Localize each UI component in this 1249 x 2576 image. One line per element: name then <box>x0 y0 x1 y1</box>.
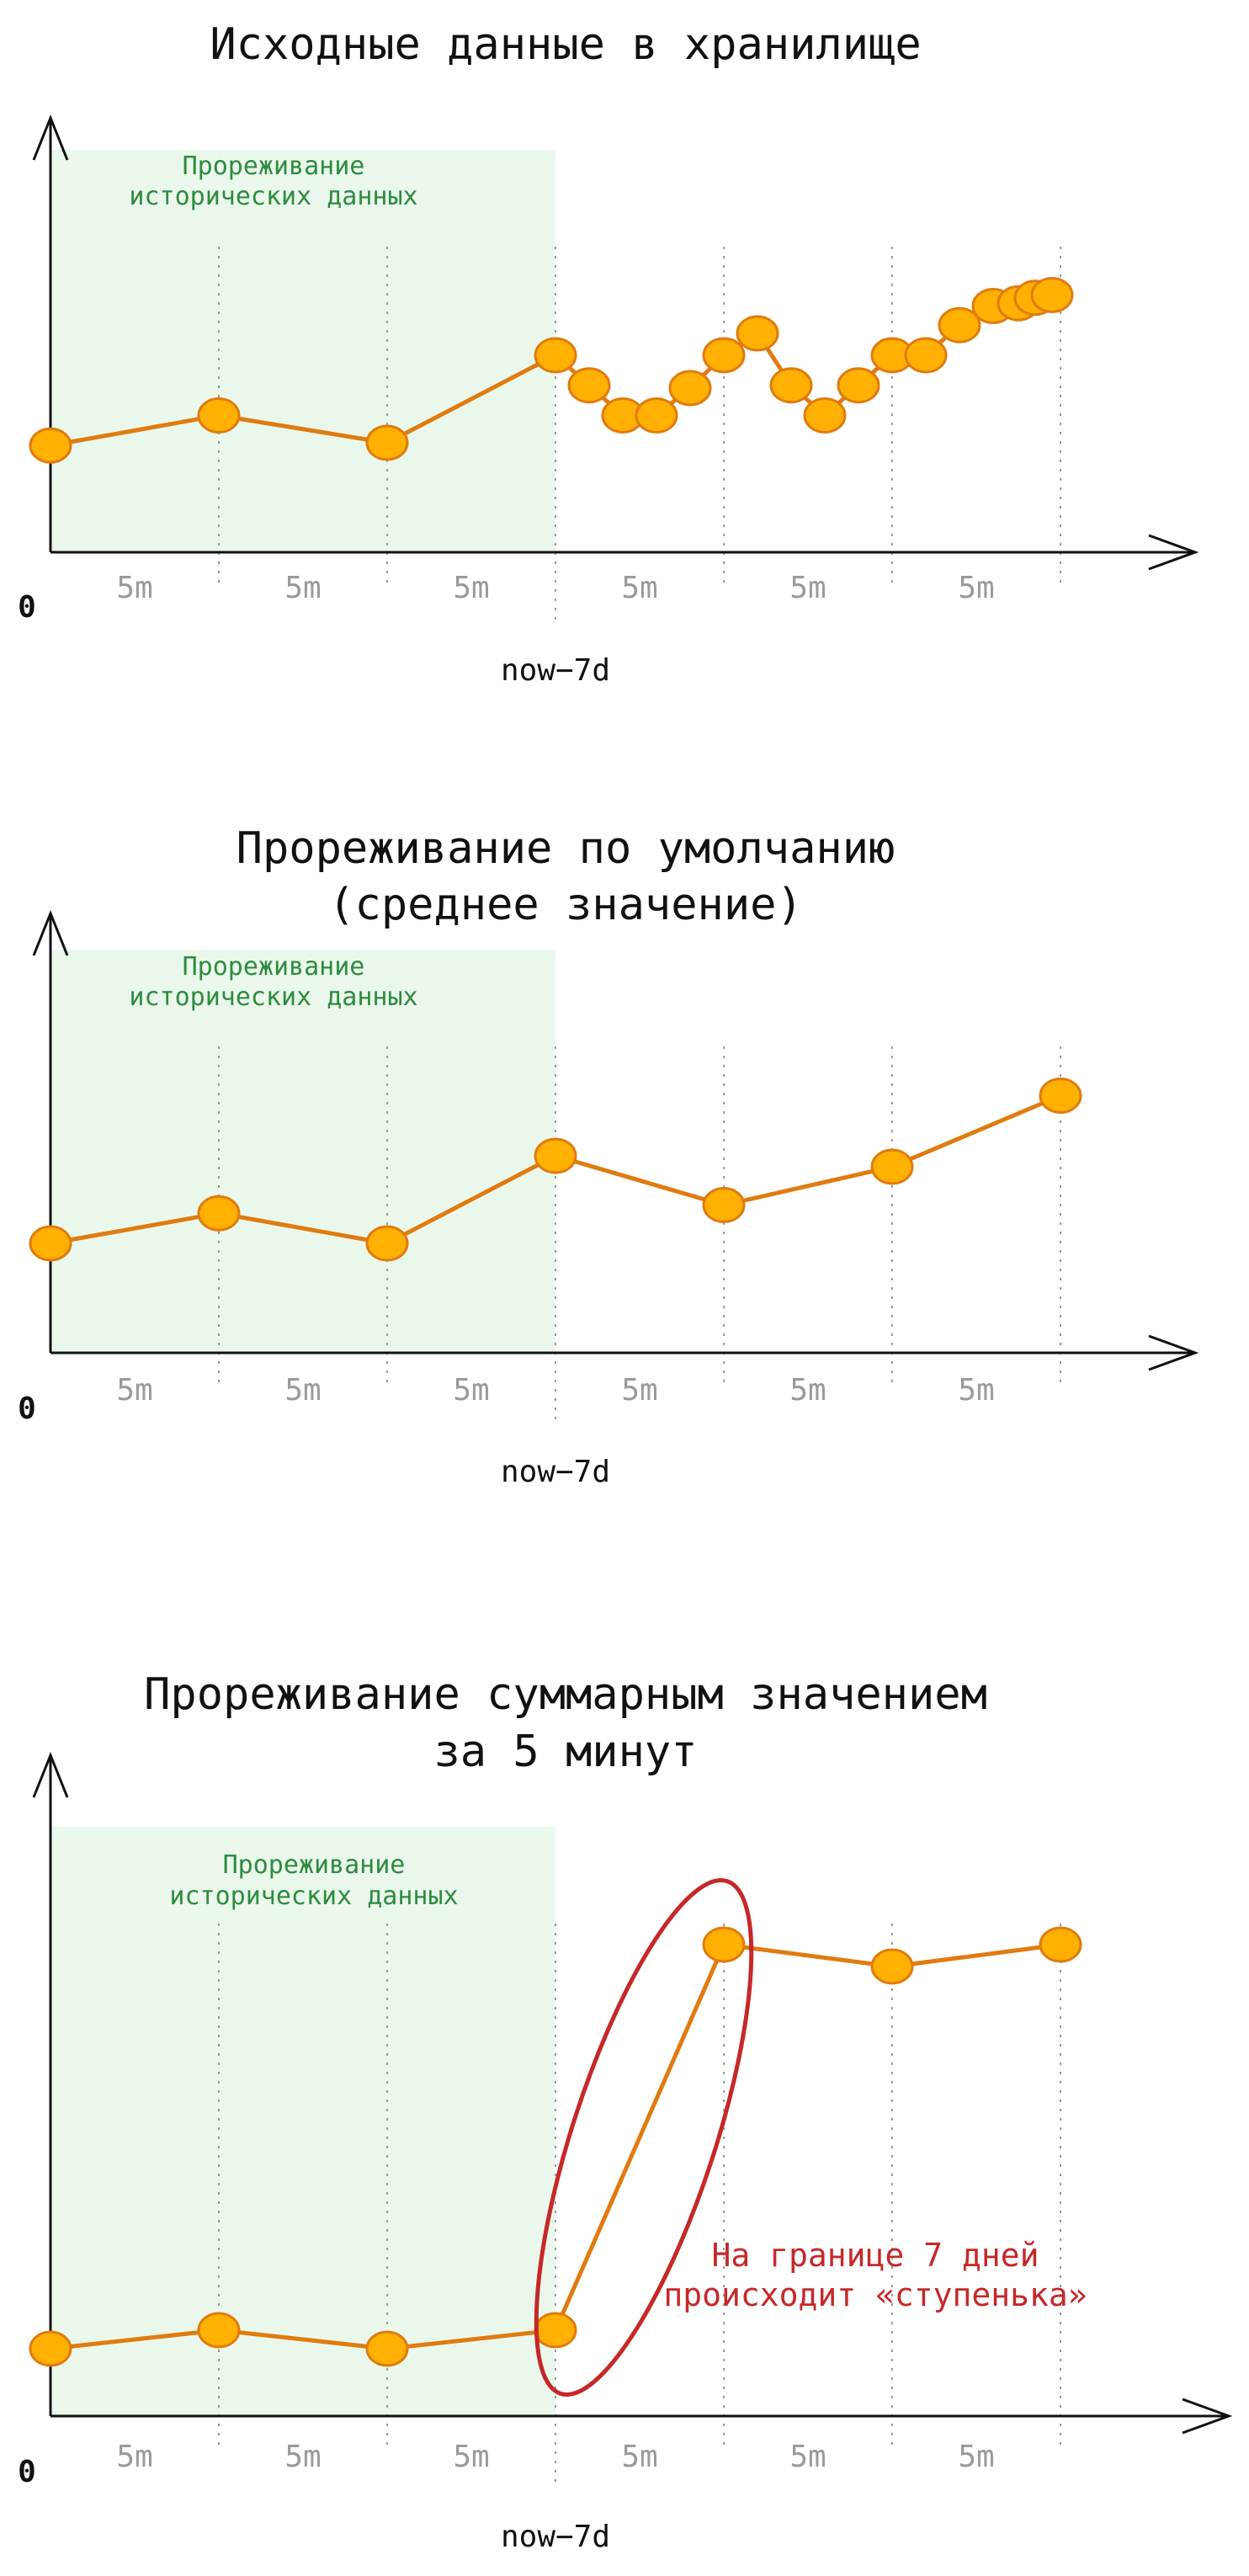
data-point <box>1039 1926 1082 1963</box>
data-point <box>534 2312 577 2349</box>
chart-title: за 5 минут <box>433 1727 697 1777</box>
region-label: исторических данных <box>129 182 417 211</box>
data-point <box>197 1195 241 1232</box>
data-point <box>365 2330 409 2367</box>
data-point <box>365 424 409 461</box>
region-label: Прореживание <box>183 152 365 181</box>
data-point <box>29 2330 72 2367</box>
x-axis-arrow <box>1148 1334 1199 1371</box>
x-tick-label: 5m <box>621 2440 657 2474</box>
chart-title: Прореживание суммарным значением <box>144 1669 987 1720</box>
x-tick-label: 5m <box>453 1373 489 1408</box>
data-point <box>904 337 948 374</box>
historical-region <box>52 150 555 552</box>
data-point <box>534 1137 577 1174</box>
x-tick-label: 5m <box>116 571 152 605</box>
data-point <box>1030 277 1074 313</box>
data-point <box>736 315 779 352</box>
region-label: Прореживание <box>183 952 365 982</box>
data-point <box>870 1948 914 1985</box>
x-tick-label: 5m <box>453 2440 489 2474</box>
data-point <box>938 306 981 343</box>
data-point <box>702 337 746 374</box>
data-point <box>534 337 577 374</box>
chart-panel-1: Исходные данные в хранилище Прореживаниеи… <box>18 19 1199 688</box>
data-point <box>803 397 847 434</box>
origin-label: 0 <box>18 590 36 625</box>
x-tick-label: 5m <box>621 571 657 605</box>
data-point <box>29 427 72 464</box>
x-tick-label: 5m <box>958 2440 994 2474</box>
x-tick-label: 5m <box>789 2440 826 2474</box>
data-point <box>1039 1078 1082 1114</box>
x-tick-label: 5m <box>789 1373 826 1408</box>
chart-panel-3: Прореживание суммарным значением за 5 мин… <box>18 1669 1233 2554</box>
x-tick-label: 5m <box>789 571 826 605</box>
region-label: Прореживание <box>223 1850 406 1880</box>
x-tick-label: 5m <box>116 1373 152 1408</box>
chart-title: (среднее значение) <box>328 880 803 930</box>
region-label: исторических данных <box>129 982 417 1012</box>
y-axis-arrow <box>32 114 69 161</box>
marker-label: now−7d <box>501 653 610 688</box>
x-tick-label: 5m <box>284 571 321 605</box>
origin-label: 0 <box>18 1392 36 1426</box>
marker-label: now−7d <box>501 1455 610 1489</box>
y-axis-arrow <box>32 1751 69 1798</box>
step-highlight-ellipse <box>534 1878 754 2397</box>
data-point <box>769 367 813 404</box>
data-point <box>567 367 611 404</box>
chart-title: Исходные данные в хранилище <box>210 19 921 70</box>
data-point <box>870 1148 914 1185</box>
x-axis-arrow <box>1148 534 1199 571</box>
x-tick-label: 5m <box>453 571 489 605</box>
data-point <box>635 397 678 434</box>
historical-region <box>52 950 555 1353</box>
x-axis-arrow <box>1182 2398 1233 2435</box>
data-point <box>197 397 241 434</box>
chart-title: Прореживание по умолчанию <box>237 823 896 874</box>
data-point <box>837 367 880 404</box>
data-point <box>365 1225 409 1262</box>
data-point <box>702 1187 746 1223</box>
y-axis-arrow <box>32 909 69 956</box>
historical-region <box>52 1827 555 2416</box>
region-label: исторических данных <box>169 1881 458 1911</box>
chart-panel-2: Прореживание по умолчанию (среднее значен… <box>18 823 1199 1489</box>
x-tick-label: 5m <box>958 571 994 605</box>
x-tick-label: 5m <box>116 2440 152 2474</box>
data-point <box>702 1926 746 1963</box>
marker-label: now−7d <box>501 2520 610 2554</box>
x-tick-label: 5m <box>284 2440 321 2474</box>
x-tick-label: 5m <box>958 1373 994 1408</box>
data-point <box>668 370 712 407</box>
data-point <box>29 1225 72 1262</box>
x-tick-label: 5m <box>621 1373 657 1408</box>
x-tick-label: 5m <box>284 1373 321 1408</box>
data-point <box>197 2312 241 2349</box>
origin-label: 0 <box>18 2455 36 2489</box>
annotation-label: происходит «ступенька» <box>663 2276 1087 2313</box>
annotation-label: На границе 7 дней <box>712 2237 1039 2274</box>
